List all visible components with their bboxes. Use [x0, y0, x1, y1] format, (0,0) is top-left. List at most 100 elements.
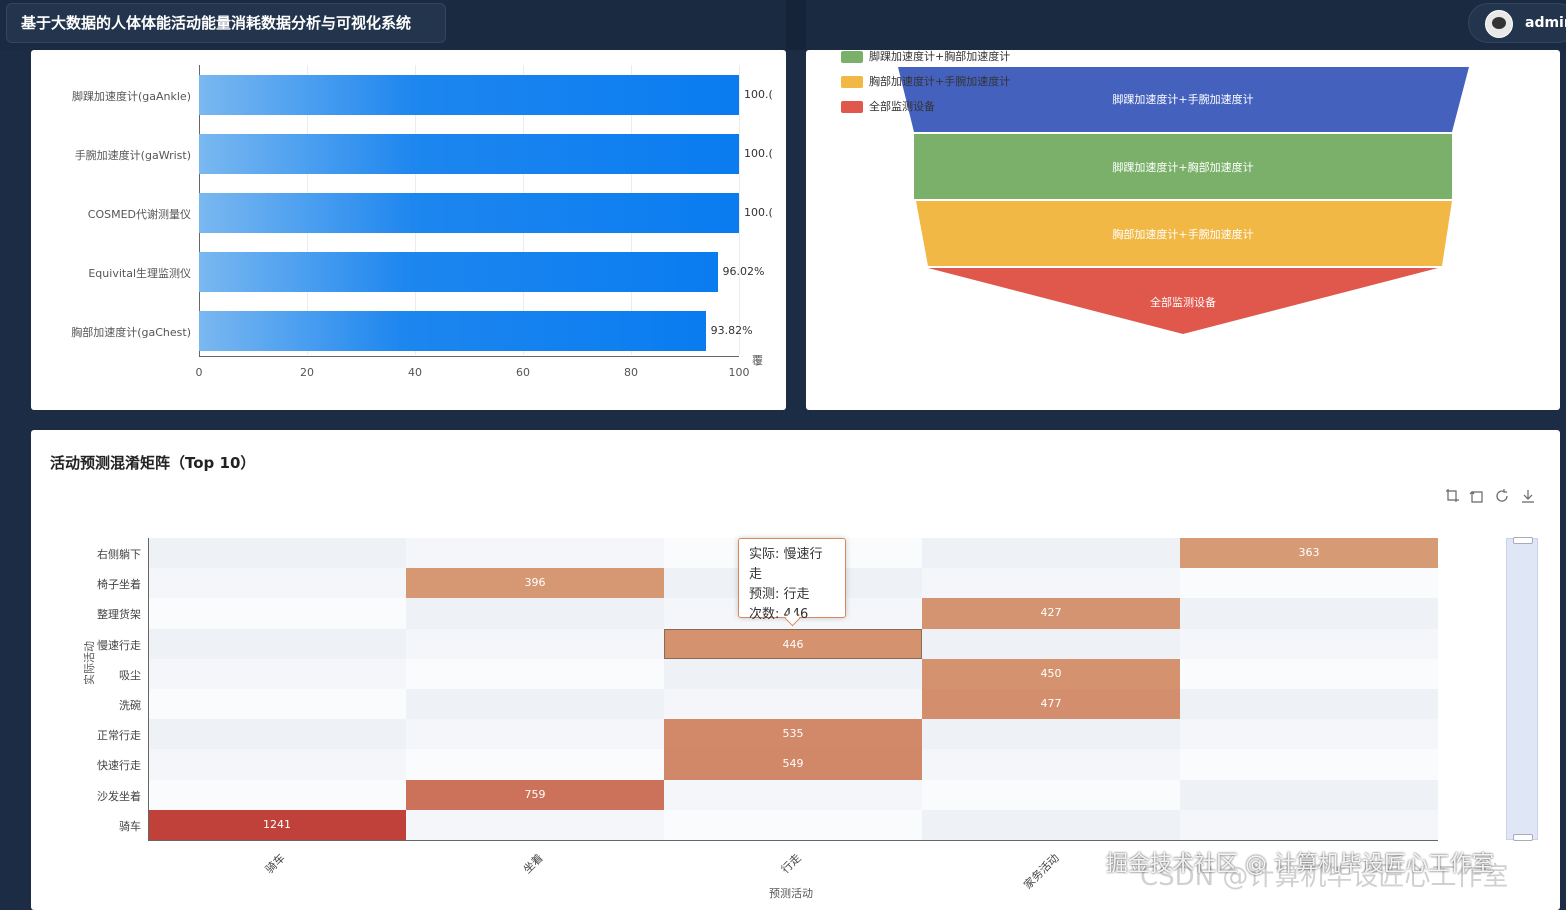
x-axis-name: 预测活动: [769, 887, 813, 900]
avatar[interactable]: [1485, 10, 1513, 38]
heatmap-empty-cell[interactable]: [148, 779, 406, 810]
grid-line: [739, 65, 740, 355]
heatmap-cell[interactable]: 549: [664, 749, 922, 780]
heatmap-empty-cell[interactable]: [664, 658, 922, 689]
bar[interactable]: [199, 75, 739, 115]
bar[interactable]: [199, 311, 706, 351]
heatmap-empty-cell[interactable]: [922, 779, 1180, 810]
visualmap-scrollbar[interactable]: [1506, 537, 1538, 841]
heatmap-empty-cell[interactable]: [1180, 598, 1438, 629]
x-tick-label: 40: [408, 366, 422, 379]
bar[interactable]: [199, 252, 718, 292]
scroll-handle-bottom[interactable]: [1513, 834, 1533, 841]
legend-item[interactable]: 脚踝加速度计+胸部加速度计: [841, 50, 1010, 63]
restore-icon[interactable]: [1494, 488, 1510, 504]
bar-value-label: 100.(: [744, 147, 773, 160]
heatmap-empty-cell[interactable]: [406, 598, 664, 629]
heatmap-empty-cell[interactable]: [1180, 658, 1438, 689]
funnel-layer[interactable]: [916, 201, 1452, 266]
heatmap-empty-cell[interactable]: [922, 568, 1180, 599]
bar-value-label: 100.(: [744, 206, 773, 219]
download-icon[interactable]: [1520, 488, 1536, 504]
heatmap-empty-cell[interactable]: [148, 658, 406, 689]
zoom-reset-icon[interactable]: [1469, 488, 1485, 504]
heatmap-empty-cell[interactable]: [1180, 628, 1438, 659]
tooltip-actual: 实际: 慢速行走: [749, 547, 823, 582]
heatmap-empty-cell[interactable]: [1180, 719, 1438, 750]
heatmap-empty-cell[interactable]: [406, 749, 664, 780]
tooltip-predicted: 预测: 行走: [749, 587, 810, 602]
legend-item[interactable]: 胸部加速度计+手腕加速度计: [841, 73, 1010, 88]
heatmap-cell[interactable]: 450: [922, 658, 1180, 689]
x-axis-label: 家务活动: [1021, 851, 1062, 892]
heatmap-empty-cell[interactable]: [148, 628, 406, 659]
bar-category-label: 手腕加速度计(gaWrist): [74, 149, 191, 162]
y-axis-label: 骑车: [119, 819, 141, 833]
x-axis-label: 坐着: [520, 851, 546, 877]
top-bar: 基于大数据的人体体能活动能量消耗数据分析与可视化系统 admin: [0, 0, 1566, 50]
funnel-layer[interactable]: [898, 67, 1469, 132]
x-tick-label: 60: [516, 366, 530, 379]
funnel-layer[interactable]: [914, 134, 1452, 199]
heatmap-empty-cell[interactable]: [406, 538, 664, 569]
bar-value-label: 100.(: [744, 88, 773, 101]
heatmap-empty-cell[interactable]: [148, 568, 406, 599]
bar-category-label: 胸部加速度计(gaChest): [71, 326, 191, 339]
bar[interactable]: [199, 193, 739, 233]
user-menu[interactable]: admin: [1468, 3, 1566, 43]
heatmap-cell[interactable]: 396: [406, 568, 664, 599]
funnel-layer[interactable]: [928, 268, 1438, 334]
heatmap-empty-cell[interactable]: [406, 689, 664, 720]
heatmap-empty-cell[interactable]: [148, 719, 406, 750]
legend-item[interactable]: 全部监测设备: [841, 98, 935, 113]
bar-value-label: 96.02%: [722, 265, 765, 278]
heatmap-cell[interactable]: 427: [922, 598, 1180, 629]
watermark-faint: CSDN @计算机毕设匠心工作室: [1140, 862, 1509, 892]
confusion-matrix-card: 活动预测混淆矩阵（Top 10） 363 396 427 446 450 477 535 54…: [31, 430, 1560, 910]
bar-category-label: Equivital生理监测仪: [88, 267, 191, 280]
device-coverage-card: 0 20 40 60 80 100 覆 脚踝加速度计(gaAnkle) 100.(手腕加速度计(…: [31, 50, 786, 410]
username[interactable]: admin: [1525, 15, 1566, 31]
heatmap-empty-cell[interactable]: [922, 538, 1180, 569]
heatmap-empty-cell[interactable]: [922, 628, 1180, 659]
heatmap-empty-cell[interactable]: [664, 809, 922, 840]
scroll-handle-top[interactable]: [1513, 537, 1533, 544]
heatmap-empty-cell[interactable]: [1180, 689, 1438, 720]
heatmap-cell[interactable]: 1241: [148, 809, 406, 840]
heatmap-empty-cell[interactable]: [664, 779, 922, 810]
device-combination-funnel-card: 脚踝加速度计+手腕加速度计 脚踝加速度计+胸部加速度计 胸部加速度计+手腕加速度计全…: [806, 50, 1560, 410]
bar-category-label: COSMED代谢测量仪: [87, 208, 191, 221]
x-tick-label: 20: [300, 366, 314, 379]
heatmap-cell[interactable]: 446: [664, 628, 922, 659]
heatmap-empty-cell[interactable]: [664, 689, 922, 720]
heatmap-empty-cell[interactable]: [406, 719, 664, 750]
heatmap-empty-cell[interactable]: [1180, 809, 1438, 840]
x-axis-name: 覆: [752, 354, 763, 367]
heatmap-empty-cell[interactable]: [148, 689, 406, 720]
y-axis-label: 快速行走: [97, 759, 141, 773]
heatmap-empty-cell[interactable]: [1180, 779, 1438, 810]
funnel-layer-label: 胸部加速度计+手腕加速度计: [1112, 228, 1254, 241]
heatmap-cell[interactable]: 535: [664, 719, 922, 750]
heatmap-empty-cell[interactable]: [922, 809, 1180, 840]
y-axis-line: [148, 538, 149, 840]
y-axis-label: 正常行走: [97, 729, 141, 743]
heatmap-empty-cell[interactable]: [148, 749, 406, 780]
heatmap-empty-cell[interactable]: [148, 538, 406, 569]
legend-label: 全部监测设备: [869, 100, 935, 113]
bar[interactable]: [199, 134, 739, 174]
heatmap-empty-cell[interactable]: [148, 598, 406, 629]
zoom-icon[interactable]: [1444, 488, 1460, 504]
heatmap-empty-cell[interactable]: [922, 719, 1180, 750]
heatmap-empty-cell[interactable]: [406, 658, 664, 689]
heatmap-cell[interactable]: 759: [406, 779, 664, 810]
heatmap-cell[interactable]: 477: [922, 689, 1180, 720]
heatmap-empty-cell[interactable]: [406, 628, 664, 659]
heatmap-empty-cell[interactable]: [1180, 749, 1438, 780]
heatmap-empty-cell[interactable]: [406, 809, 664, 840]
heatmap-cell[interactable]: 363: [1180, 538, 1438, 569]
heatmap-empty-cell[interactable]: [1180, 568, 1438, 599]
heatmap-empty-cell[interactable]: [922, 749, 1180, 780]
x-axis-label: 骑车: [262, 851, 288, 877]
y-axis-label: 沙发坐着: [97, 789, 141, 803]
